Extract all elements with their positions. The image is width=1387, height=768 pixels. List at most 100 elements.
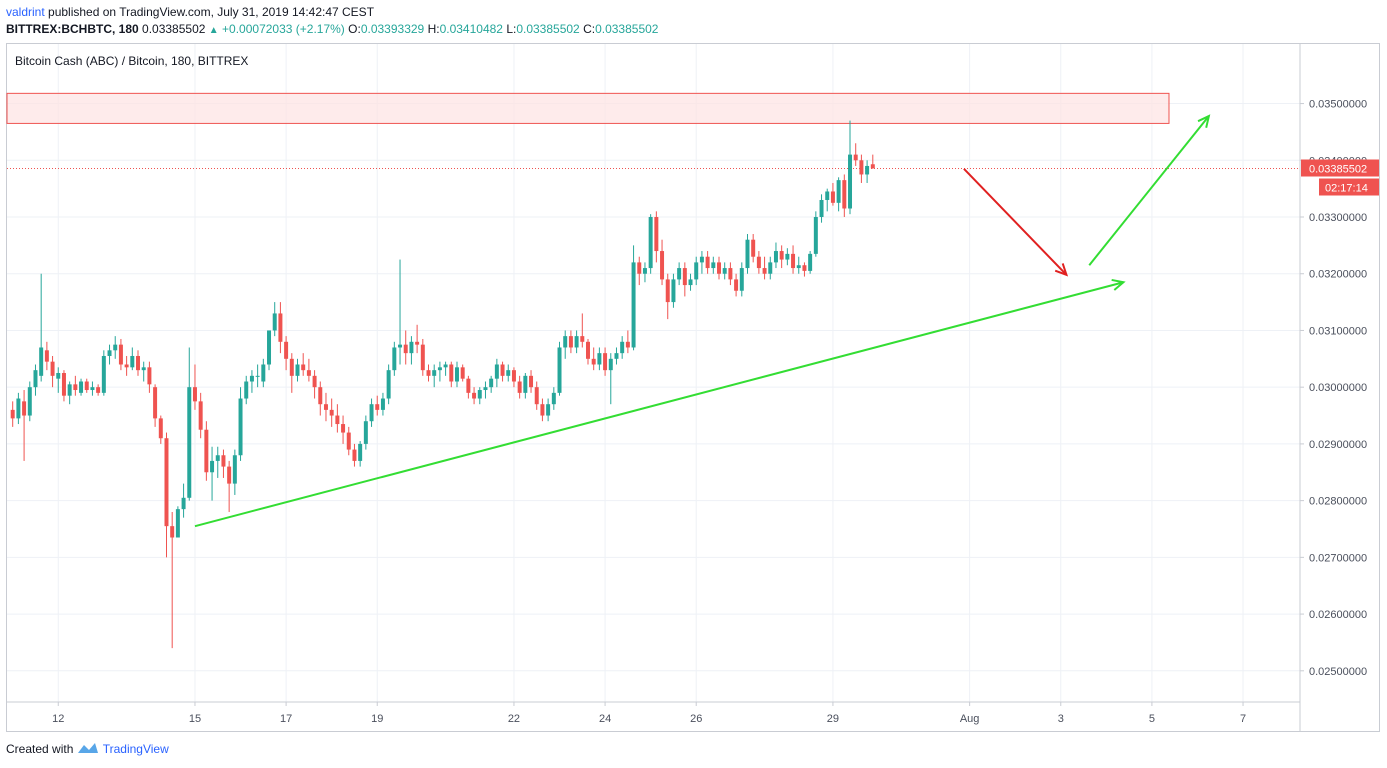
candle-body xyxy=(529,375,534,388)
price-tick-label: 0.03500000 xyxy=(1309,99,1367,111)
candle-body xyxy=(295,364,300,376)
time-tick-label: 19 xyxy=(371,713,383,725)
candle-body xyxy=(848,154,853,209)
time-tick-label: 5 xyxy=(1149,713,1155,725)
candle-body xyxy=(44,350,49,362)
candle-body xyxy=(637,262,642,274)
candle-body xyxy=(341,424,346,433)
candle-body xyxy=(426,370,431,376)
candle-body xyxy=(170,526,175,538)
candle-body xyxy=(762,268,767,274)
candle-body xyxy=(392,347,397,371)
candle-body xyxy=(511,370,516,382)
candle-body xyxy=(711,262,716,269)
candle-body xyxy=(688,279,693,286)
candle-body xyxy=(192,387,197,402)
candle-body xyxy=(608,358,613,371)
candle-body xyxy=(375,404,380,410)
candle-body xyxy=(842,180,847,209)
candle-body xyxy=(477,390,482,399)
candle-body xyxy=(358,443,363,461)
candle-body xyxy=(278,313,283,342)
candle-body xyxy=(443,364,448,368)
candle-body xyxy=(506,370,511,376)
candle-body xyxy=(363,421,368,444)
time-tick-label: 3 xyxy=(1058,713,1064,725)
candle-body xyxy=(67,384,72,396)
candle-body xyxy=(284,341,289,359)
price-tick-label: 0.02600000 xyxy=(1309,609,1367,621)
candle-body xyxy=(466,378,471,393)
candle-body xyxy=(153,387,158,419)
candle-body xyxy=(267,330,272,365)
candle-body xyxy=(118,344,123,365)
candle-body xyxy=(791,253,796,269)
price-tick-label: 0.03100000 xyxy=(1309,325,1367,337)
candle-body xyxy=(682,268,687,286)
candle-body xyxy=(802,265,807,271)
price-tick-label: 0.03200000 xyxy=(1309,269,1367,281)
candle-body xyxy=(398,344,403,348)
candle-body xyxy=(865,165,870,175)
resistance-zone xyxy=(6,92,1300,170)
candle-body xyxy=(147,367,152,385)
price-badge-value: 0.03385502 xyxy=(1309,164,1367,176)
candle-body xyxy=(96,387,101,393)
time-tick-label: 15 xyxy=(189,713,201,725)
candle-body xyxy=(181,497,186,510)
candle-body xyxy=(187,387,192,498)
high-value: 0.03410482 xyxy=(439,22,503,36)
candle-body xyxy=(79,381,84,393)
grid-lines xyxy=(7,44,1300,702)
high-label: H: xyxy=(427,22,440,36)
candle-body xyxy=(386,370,391,399)
candle-body xyxy=(255,375,260,377)
candle-body xyxy=(870,164,875,169)
candle-body xyxy=(90,387,95,391)
candle-body xyxy=(33,370,38,388)
candle-body xyxy=(369,404,374,422)
footer: Created with TradingView xyxy=(6,742,169,757)
candle-body xyxy=(853,154,858,161)
candle-body xyxy=(631,262,636,348)
candle-body xyxy=(107,350,112,356)
ascending-support-line xyxy=(194,281,1124,528)
candle-body xyxy=(16,398,21,419)
candle-body xyxy=(215,455,220,461)
projection-up-arrow xyxy=(1088,115,1210,266)
candle-body xyxy=(312,375,317,388)
candle-body xyxy=(158,418,163,439)
candle-body xyxy=(130,355,135,368)
candle-body xyxy=(534,387,539,405)
candle-body xyxy=(449,364,454,382)
candle-body xyxy=(739,268,744,291)
candle-body xyxy=(642,268,647,274)
last-price: 0.03385502 xyxy=(142,22,206,36)
price-tick-label: 0.02800000 xyxy=(1309,496,1367,508)
publish-info: valdrint published on TradingView.com, J… xyxy=(6,5,374,19)
candle-body xyxy=(249,375,254,382)
candle-body xyxy=(204,429,209,473)
candle-body xyxy=(808,253,813,271)
candle-body xyxy=(825,191,830,200)
candle-body xyxy=(546,404,551,416)
candle-body xyxy=(745,239,750,269)
candle-body xyxy=(403,344,408,354)
up-triangle-icon: ▲ xyxy=(208,25,219,36)
candle-body xyxy=(705,256,710,269)
pane-title: Bitcoin Cash (ABC) / Bitcoin, 180, BITTR… xyxy=(15,54,249,68)
candle-body xyxy=(751,239,756,257)
candle-body xyxy=(124,364,129,368)
price-tick-label: 0.03000000 xyxy=(1309,382,1367,394)
symbol-info: BITTREX:BCHBTC, 180 0.03385502 ▲ +0.0007… xyxy=(6,22,658,36)
candle-body xyxy=(210,460,215,473)
tradingview-brand[interactable]: TradingView xyxy=(102,742,169,756)
candle-body xyxy=(289,358,294,376)
resistance-zone-box xyxy=(6,92,1170,124)
candle-body xyxy=(454,367,459,382)
time-tick-label: 22 xyxy=(508,713,520,725)
candle-body xyxy=(409,341,414,354)
projection-up-arrow-head xyxy=(1197,114,1211,128)
author-name[interactable]: valdrint xyxy=(6,5,45,19)
